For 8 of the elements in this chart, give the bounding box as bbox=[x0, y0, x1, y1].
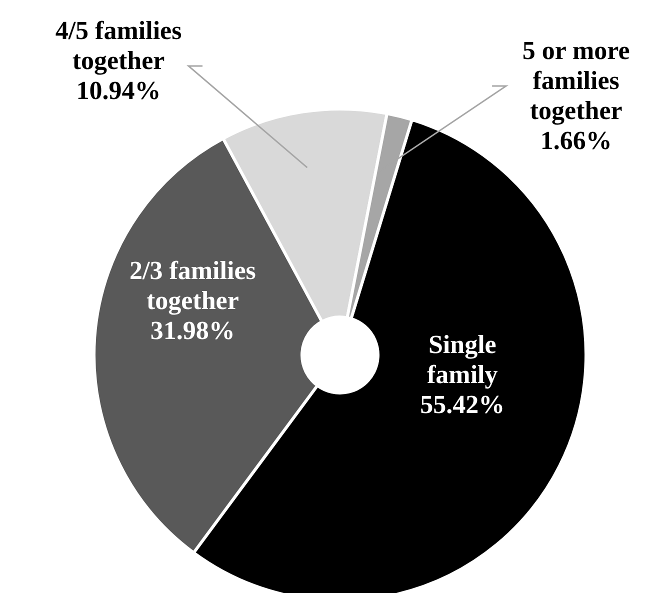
slice-label: 4/5 families together bbox=[55, 16, 182, 74]
slice-label: 2/3 families together bbox=[129, 255, 256, 314]
data-label: 55.42% bbox=[420, 390, 505, 419]
data-label: 1.66% bbox=[540, 126, 612, 154]
slice-label: Single family bbox=[427, 330, 498, 389]
data-label: 31.98% bbox=[150, 315, 235, 344]
data-label: 10.94% bbox=[76, 76, 161, 104]
slice-label: 5 or more families together bbox=[522, 36, 630, 124]
